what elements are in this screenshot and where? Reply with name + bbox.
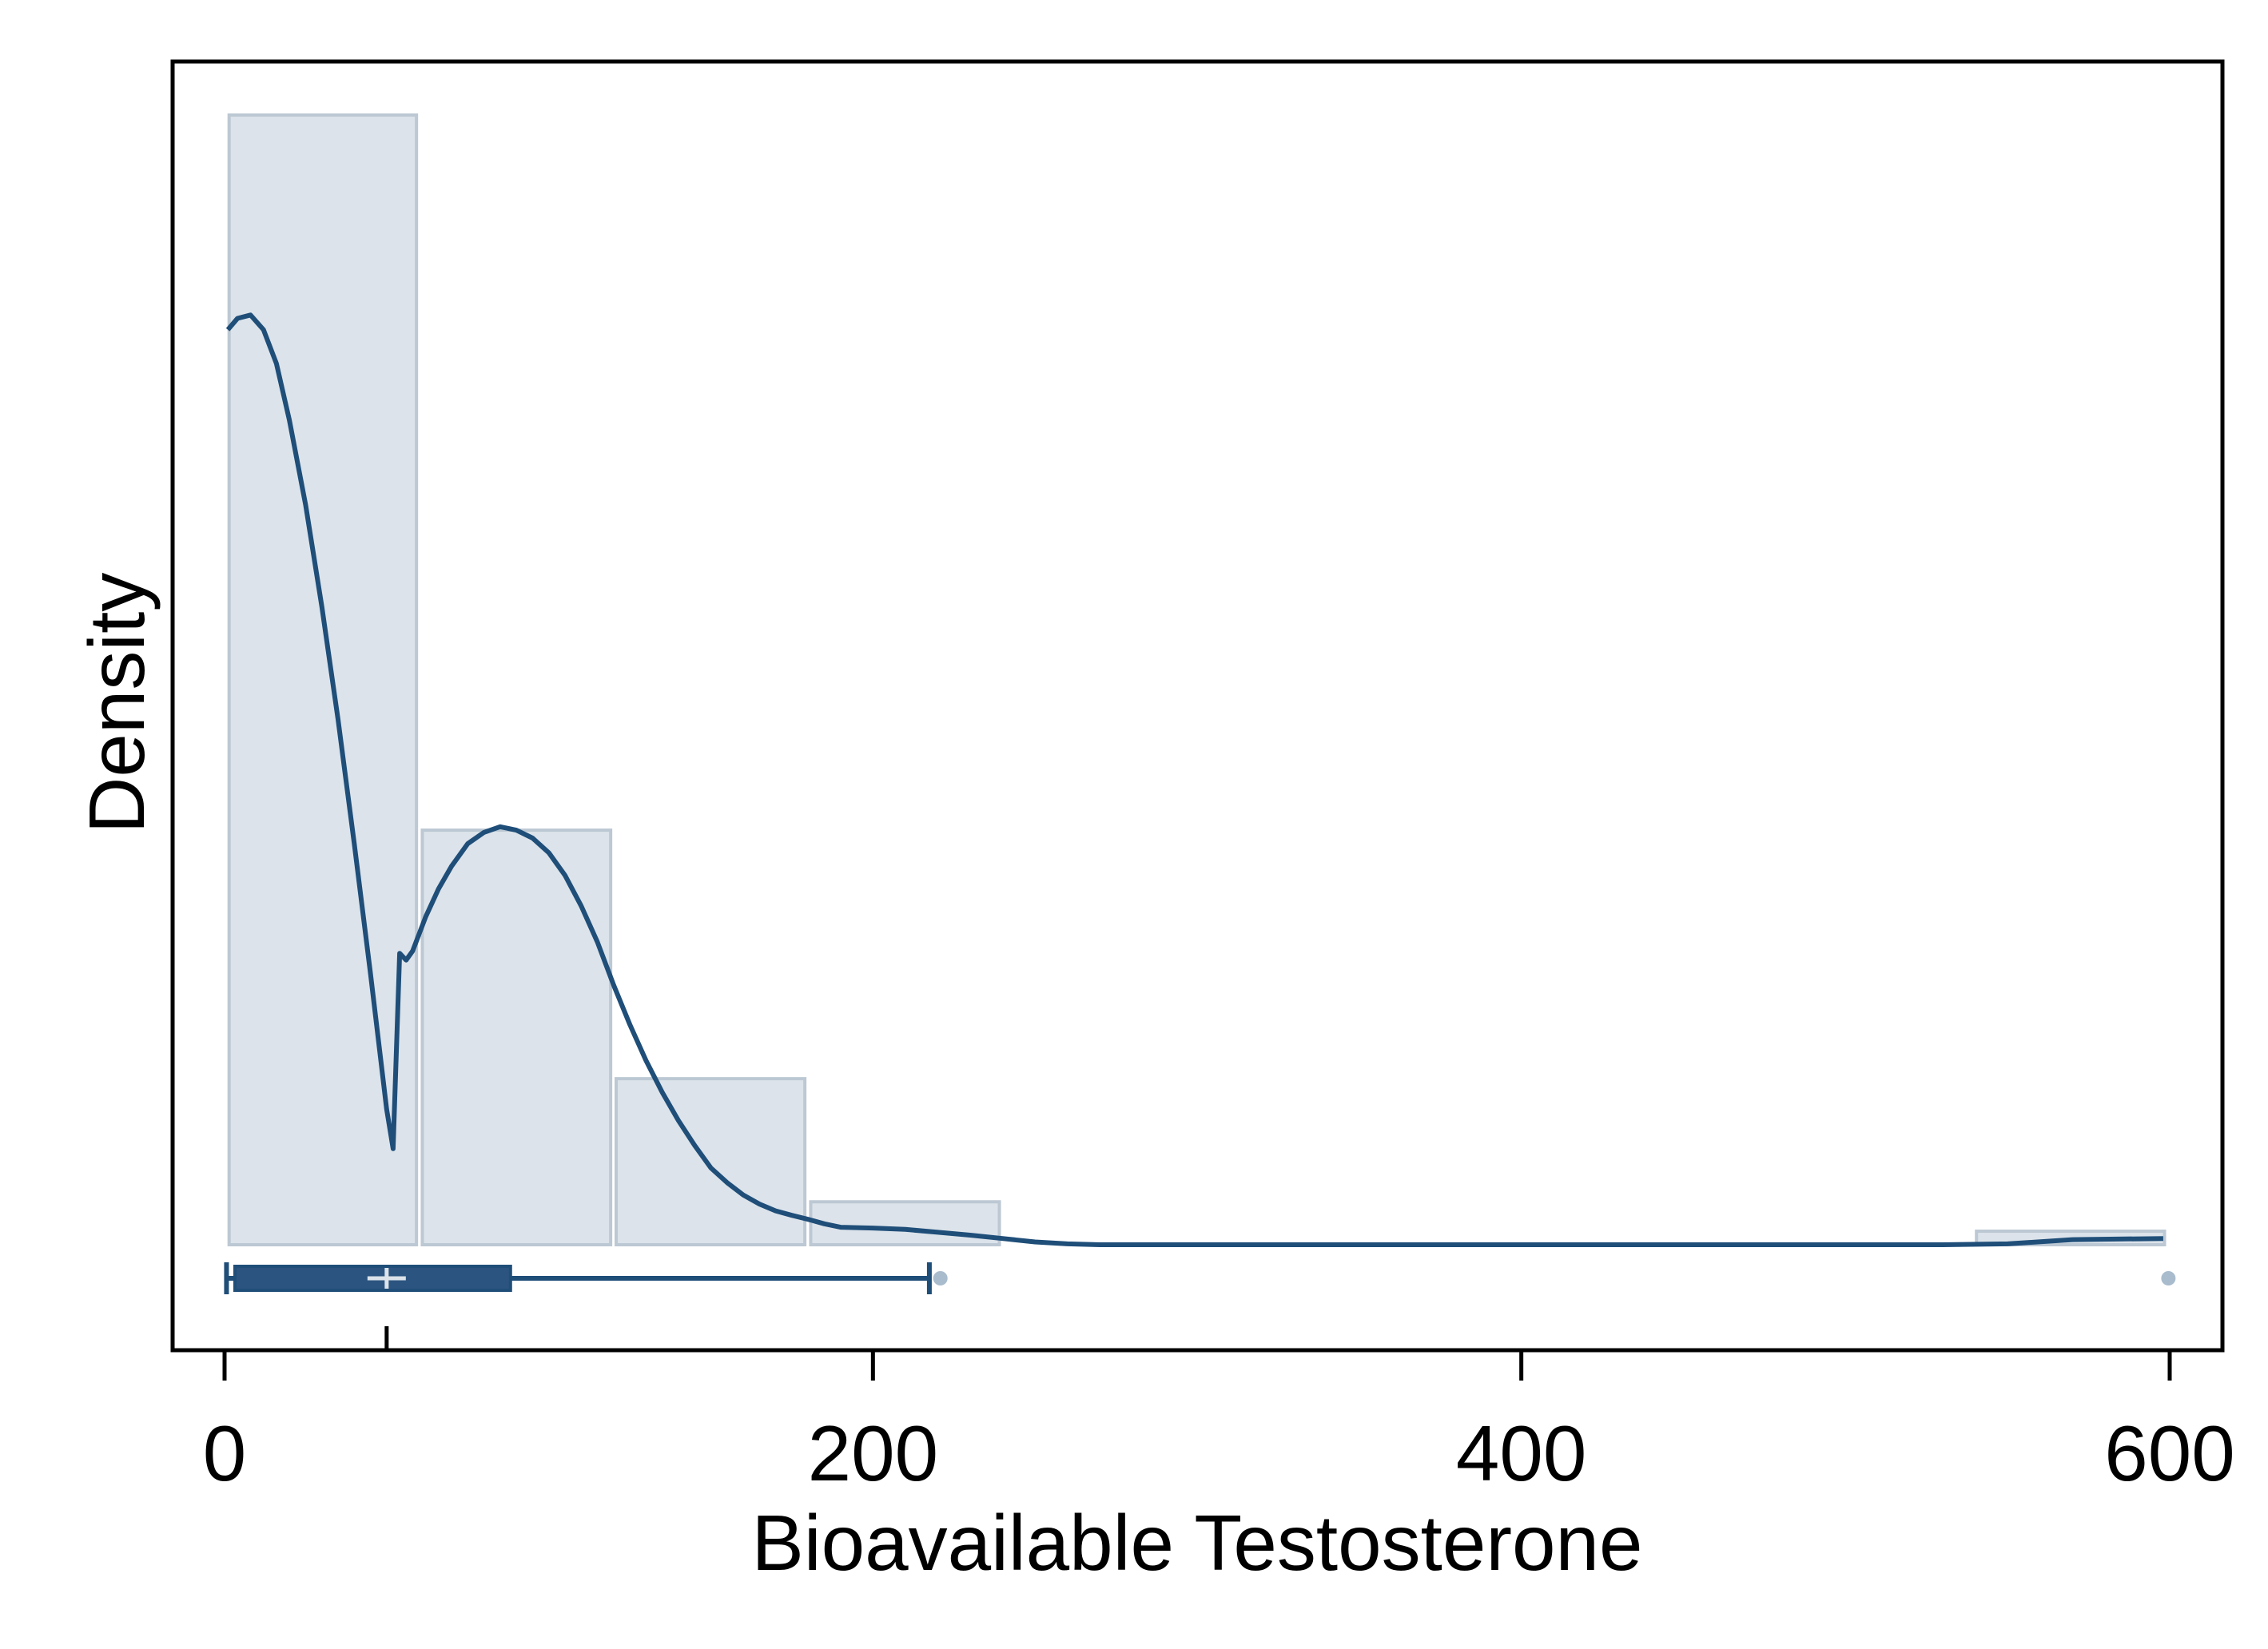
x-axis-label: Bioavailable Testosterone: [751, 1499, 1642, 1587]
y-axis-label: Density: [73, 573, 161, 834]
x-tick-label-600: 600: [2104, 1409, 2235, 1497]
x-tick-label-0: 0: [203, 1409, 247, 1497]
kde-line: [225, 312, 2163, 1247]
boxplot: [224, 1262, 2176, 1294]
histogram-bar-3: [615, 1077, 807, 1246]
box-outlier-2: [2161, 1271, 2176, 1285]
histogram-bar-4: [809, 1200, 1001, 1246]
box-outlier-1: [933, 1271, 948, 1285]
x-tick-label-400: 400: [1456, 1409, 1587, 1497]
x-axis-ticks: 0 200 400 600: [203, 1326, 2235, 1497]
x-tick-label-200: 200: [808, 1409, 939, 1497]
histogram-bar-2: [420, 828, 613, 1246]
histogram-bar-1: [227, 113, 419, 1246]
